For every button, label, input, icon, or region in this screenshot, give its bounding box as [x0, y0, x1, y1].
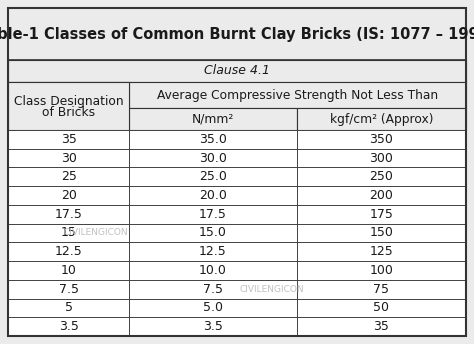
Bar — [297, 261, 466, 280]
Text: 10: 10 — [61, 264, 77, 277]
Text: 50: 50 — [373, 301, 389, 314]
Bar — [129, 82, 466, 108]
Bar — [8, 261, 129, 280]
Bar — [8, 317, 129, 336]
Bar — [297, 280, 466, 299]
Text: 75: 75 — [373, 283, 389, 296]
Bar — [129, 261, 297, 280]
Bar — [8, 186, 129, 205]
Bar — [8, 130, 129, 149]
Bar — [8, 299, 129, 317]
Bar — [129, 243, 297, 261]
Text: 15.0: 15.0 — [199, 226, 227, 239]
Text: 15: 15 — [61, 226, 77, 239]
Bar — [8, 82, 129, 130]
Text: 125: 125 — [369, 245, 393, 258]
Text: CIVILENGICON: CIVILENGICON — [63, 228, 128, 237]
Bar — [297, 317, 466, 336]
Text: 30.0: 30.0 — [199, 152, 227, 164]
Bar — [129, 149, 297, 168]
Bar — [8, 205, 129, 224]
Text: 7.5: 7.5 — [203, 283, 223, 296]
Bar — [297, 149, 466, 168]
Bar — [297, 186, 466, 205]
Text: 35.0: 35.0 — [199, 133, 227, 146]
Text: 150: 150 — [369, 226, 393, 239]
Text: kgf/cm² (Approx): kgf/cm² (Approx) — [329, 112, 433, 126]
Bar — [129, 317, 297, 336]
Bar — [297, 205, 466, 224]
Bar — [129, 205, 297, 224]
Bar — [297, 299, 466, 317]
Bar — [129, 108, 297, 130]
Text: 17.5: 17.5 — [199, 208, 227, 221]
Text: 20.0: 20.0 — [199, 189, 227, 202]
Text: 3.5: 3.5 — [59, 320, 79, 333]
Text: 10.0: 10.0 — [199, 264, 227, 277]
Bar — [8, 280, 129, 299]
Bar — [129, 280, 297, 299]
Text: CIVILENGICON: CIVILENGICON — [239, 285, 304, 294]
Bar — [297, 243, 466, 261]
Bar — [8, 60, 466, 82]
Text: Average Compressive Strength Not Less Than: Average Compressive Strength Not Less Th… — [157, 88, 438, 101]
Bar — [297, 130, 466, 149]
Bar — [8, 224, 129, 243]
Text: Table-1 Classes of Common Burnt Clay Bricks (IS: 1077 – 1992): Table-1 Classes of Common Burnt Clay Bri… — [0, 26, 474, 42]
Text: 7.5: 7.5 — [59, 283, 79, 296]
Text: 3.5: 3.5 — [203, 320, 223, 333]
Text: 20: 20 — [61, 189, 77, 202]
Bar — [129, 186, 297, 205]
Text: 25.0: 25.0 — [199, 170, 227, 183]
Bar — [8, 8, 466, 60]
Text: 25: 25 — [61, 170, 77, 183]
Text: 12.5: 12.5 — [199, 245, 227, 258]
Text: 250: 250 — [369, 170, 393, 183]
Text: 30: 30 — [61, 152, 77, 164]
Text: 5: 5 — [64, 301, 73, 314]
Text: 5.0: 5.0 — [203, 301, 223, 314]
Text: N/mm²: N/mm² — [192, 112, 234, 126]
Bar — [8, 149, 129, 168]
Text: Clause 4.1: Clause 4.1 — [204, 65, 270, 77]
Text: 35: 35 — [61, 133, 77, 146]
Text: 17.5: 17.5 — [55, 208, 82, 221]
Text: 175: 175 — [369, 208, 393, 221]
Bar — [129, 168, 297, 186]
Bar — [129, 130, 297, 149]
Bar — [129, 299, 297, 317]
Bar — [8, 243, 129, 261]
Text: 200: 200 — [369, 189, 393, 202]
Text: 12.5: 12.5 — [55, 245, 82, 258]
Bar — [297, 168, 466, 186]
Bar — [8, 108, 129, 130]
Text: Class Designation: Class Designation — [14, 96, 124, 108]
Bar — [8, 168, 129, 186]
Text: 350: 350 — [369, 133, 393, 146]
Text: 35: 35 — [374, 320, 389, 333]
Text: 300: 300 — [369, 152, 393, 164]
Text: of Bricks: of Bricks — [42, 107, 95, 119]
Bar — [129, 224, 297, 243]
Text: 100: 100 — [369, 264, 393, 277]
Bar — [297, 108, 466, 130]
Bar — [8, 82, 129, 108]
Bar — [297, 224, 466, 243]
